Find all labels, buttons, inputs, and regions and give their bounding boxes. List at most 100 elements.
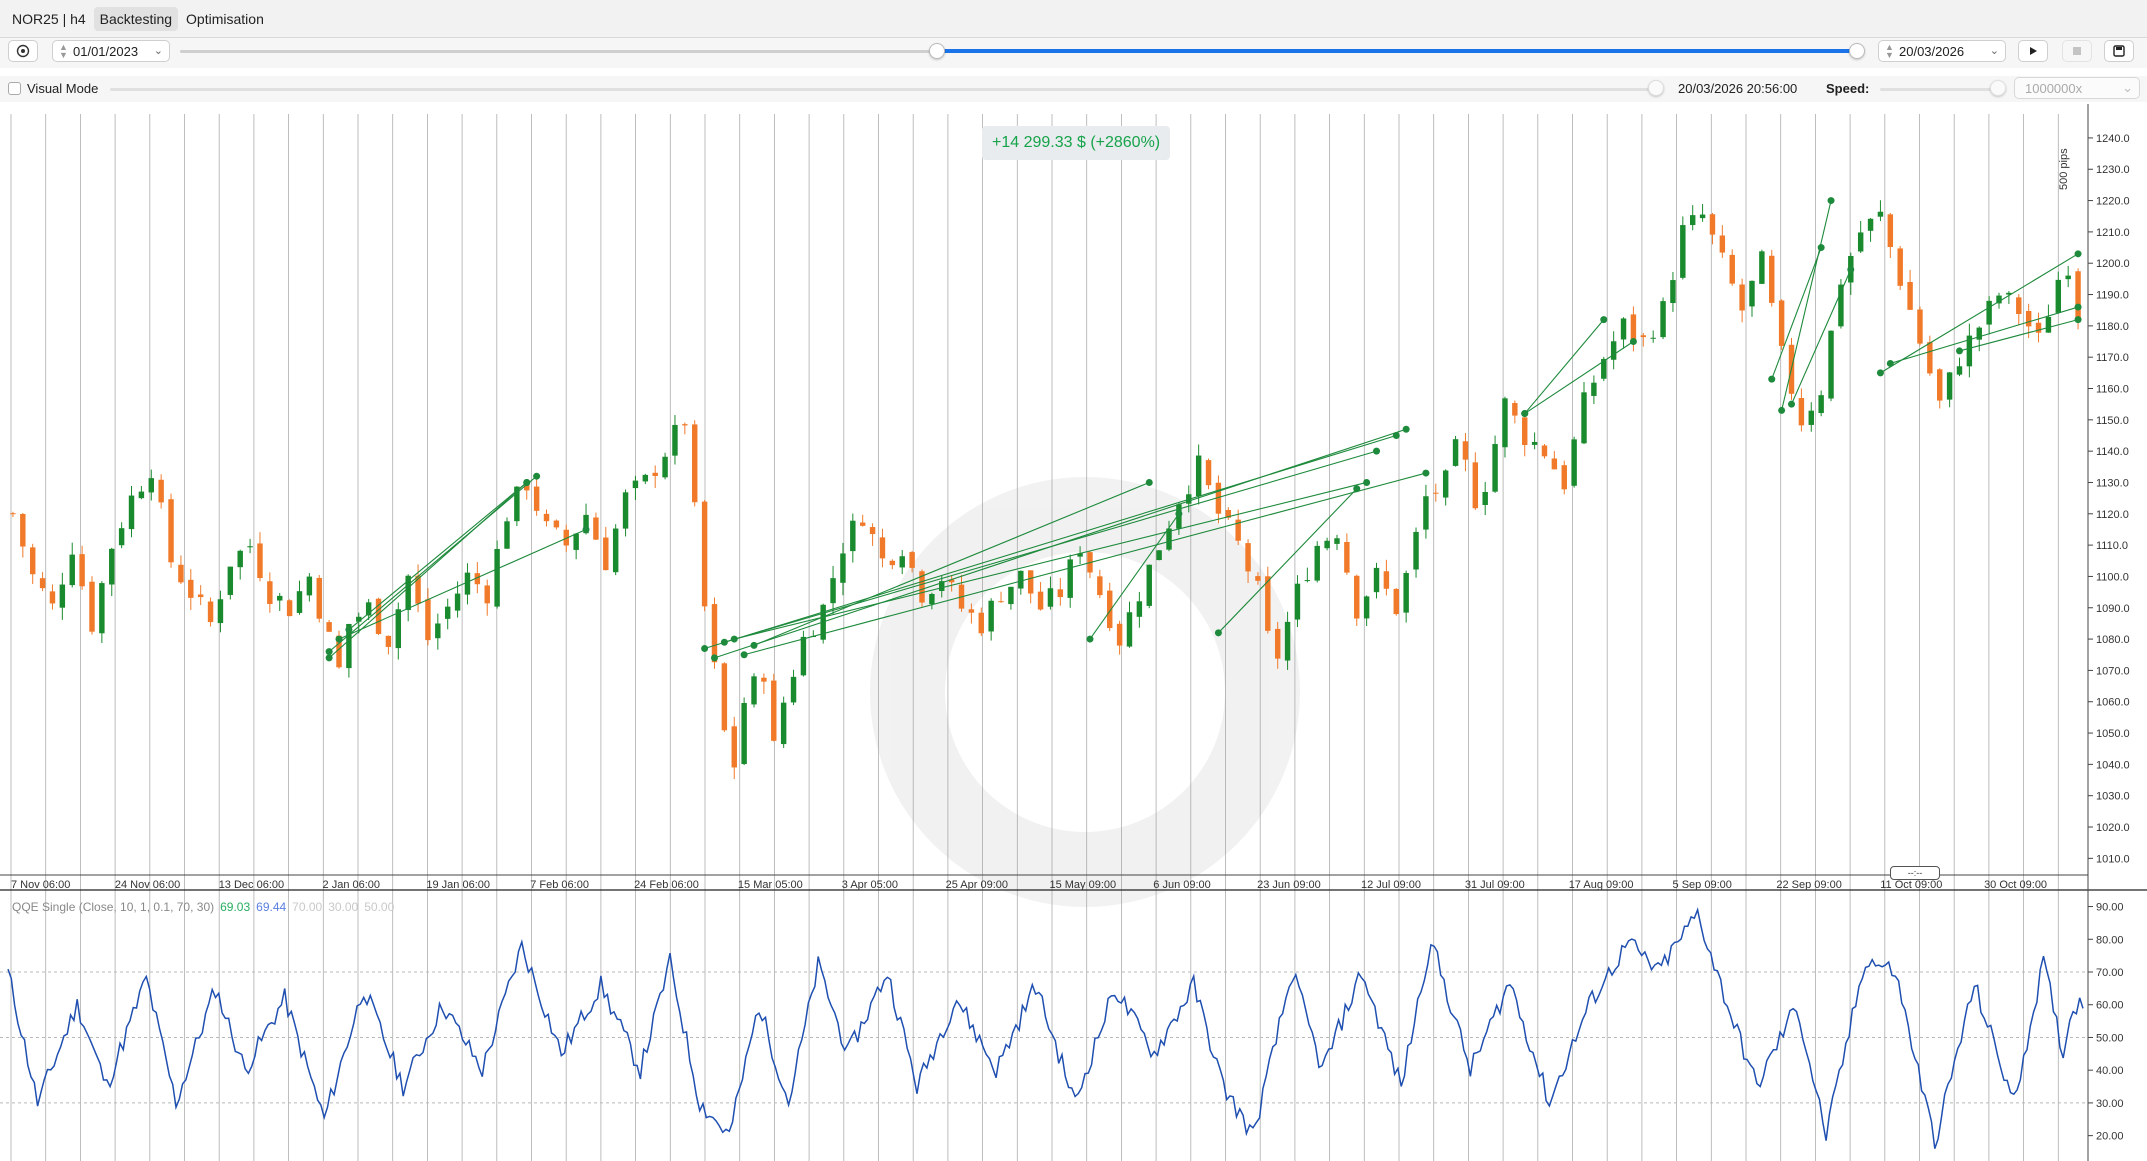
candle-body <box>99 583 105 634</box>
candle-body <box>444 606 451 619</box>
trade-line <box>1089 513 1180 640</box>
trade-entry-marker <box>1086 635 1094 643</box>
speed-track[interactable] <box>1880 88 1992 91</box>
playback-progress-track[interactable] <box>110 88 1660 91</box>
candle-body <box>1541 445 1548 457</box>
candle-body <box>1195 455 1202 497</box>
price-tick-label: 1040.0 <box>2096 759 2130 771</box>
candle-body <box>1877 211 1884 217</box>
end-date-picker[interactable]: ▲ ▼ 20/03/2026 ⌄ <box>1878 40 2006 62</box>
chart-area[interactable]: 1010.0 1020.0 1030.0 1040.0 1050.0 1060.0 1070… <box>0 104 2147 1161</box>
tab-symbol[interactable]: NOR25 | h4 <box>12 10 86 27</box>
price-tick-label: 1070.0 <box>2096 665 2130 677</box>
candle-body <box>286 600 293 617</box>
indicator-tick-label: 70.00 <box>2096 967 2124 979</box>
candle-body <box>59 584 66 608</box>
indicator-tick-label: 40.00 <box>2096 1065 2124 1077</box>
candle-body <box>939 581 945 591</box>
indicator-label: QQE Single (Close, 10, 1, 0.1, 70, 30) <box>12 900 215 914</box>
trade-entry-marker <box>1521 410 1529 418</box>
trade-line <box>1524 341 1634 415</box>
range-start-thumb[interactable] <box>929 43 945 59</box>
start-date-picker[interactable]: ▲ ▼ 01/01/2023 ⌄ <box>52 40 170 62</box>
time-tick-label: 24 Feb 06:00 <box>634 879 699 891</box>
trade-exit-marker <box>533 472 541 480</box>
candle-body <box>494 548 500 607</box>
candle-body <box>316 577 322 619</box>
stop-button[interactable] <box>2062 40 2092 62</box>
settings-button[interactable] <box>8 40 38 62</box>
speed-thumb[interactable] <box>1990 80 2006 96</box>
stepper-icon[interactable]: ▲ ▼ <box>59 42 68 60</box>
date-range-fill <box>938 49 1858 53</box>
candle-body <box>1433 492 1439 494</box>
price-tick-label: 1220.0 <box>2096 196 2130 208</box>
candle-body <box>1462 441 1469 460</box>
candle-body <box>692 424 698 503</box>
candle-body <box>1284 621 1291 661</box>
time-tick-label: 7 Feb 06:00 <box>530 879 589 891</box>
trade-entry-marker <box>720 638 728 646</box>
save-button[interactable] <box>2104 40 2134 62</box>
time-tick-label: 25 Apr 09:00 <box>946 879 1008 891</box>
trade-lines <box>325 197 2082 662</box>
tab-backtesting[interactable]: Backtesting <box>93 6 179 31</box>
trade-exit-marker <box>2074 303 2082 311</box>
price-tick-label: 1150.0 <box>2096 415 2129 427</box>
candle-body <box>1610 341 1617 360</box>
candle-body <box>1699 214 1706 219</box>
candle-body <box>1067 559 1073 598</box>
candle-body <box>1709 214 1716 235</box>
candle-body <box>1660 301 1666 338</box>
trade-entry-marker <box>1876 369 1884 377</box>
candle-body <box>1917 309 1923 344</box>
candle-body <box>1551 458 1558 470</box>
candle-body <box>20 513 26 547</box>
range-end-thumb[interactable] <box>1849 43 1865 59</box>
trade-entry-marker <box>1778 406 1786 414</box>
visual-mode-checkbox[interactable] <box>8 82 21 95</box>
candle-body <box>1946 372 1953 400</box>
tab-optimisation[interactable]: Optimisation <box>186 10 264 27</box>
time-tick-label: 5 Sep 09:00 <box>1673 879 1732 891</box>
candle-body <box>1116 623 1123 646</box>
candle-body <box>435 623 441 639</box>
candle-body <box>1413 531 1419 570</box>
candle-body <box>761 677 767 682</box>
stepper-icon[interactable]: ▲ ▼ <box>1885 42 1894 60</box>
candle-body <box>49 591 56 604</box>
candle-body <box>2075 271 2081 319</box>
candle-body <box>2016 297 2022 315</box>
trade-exit-marker <box>1827 197 1835 205</box>
playback-progress-thumb[interactable] <box>1648 80 1664 96</box>
speed-select[interactable]: 1000000x ⌄ <box>2014 77 2140 99</box>
candle-body <box>583 514 589 534</box>
candle-body <box>543 513 550 522</box>
candle-body <box>919 571 925 603</box>
candle-body <box>1778 300 1785 346</box>
candle-body <box>346 623 352 669</box>
candle-body <box>1166 528 1172 550</box>
candle-body <box>484 585 490 604</box>
legend-value: 69.03 <box>220 900 251 914</box>
scale-handle[interactable]: --:-- <box>1890 866 1940 880</box>
legend-value: 70.00 <box>292 900 323 914</box>
price-tick-label: 1010.0 <box>2096 853 2130 865</box>
chevron-down-icon: ⌄ <box>1989 45 1999 57</box>
candle-body <box>1492 444 1498 492</box>
legend-value: 30.00 <box>328 900 359 914</box>
candle-body <box>1937 369 1943 401</box>
candle-body <box>682 424 688 426</box>
trade-line <box>753 481 1150 646</box>
candle-body <box>1245 543 1251 572</box>
candle-body <box>1838 284 1844 327</box>
candle-body <box>731 726 737 768</box>
trade-exit-marker <box>1600 316 1608 324</box>
time-tick-label: 3 Apr 05:00 <box>842 879 898 891</box>
trade-entry-marker <box>750 641 758 649</box>
candle-body <box>1996 295 2002 304</box>
candle-body <box>1630 314 1637 340</box>
play-button[interactable] <box>2018 40 2048 62</box>
candle-body <box>909 552 915 568</box>
candle-body <box>1344 541 1350 573</box>
